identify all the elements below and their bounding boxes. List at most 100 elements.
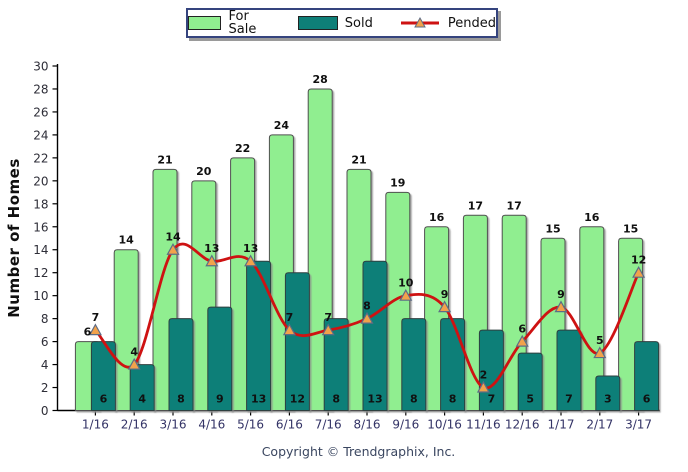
for-sale-value-label: 28 — [313, 73, 328, 86]
bar-for-sale — [579, 226, 605, 411]
pended-marker — [205, 254, 219, 267]
bar-sold — [401, 318, 427, 411]
sold-value-label: 7 — [488, 393, 496, 406]
legend-label-pended: Pended — [447, 15, 496, 31]
pended-value-label: 7 — [324, 311, 332, 324]
pended-marker — [593, 346, 607, 359]
x-tick-label: 1/17 — [548, 418, 575, 432]
x-tick-label: 11/16 — [466, 418, 501, 432]
bar-sold — [284, 272, 310, 411]
x-tick-label: 1/16 — [82, 418, 109, 432]
pended-value-label: 7 — [92, 311, 100, 324]
sold-swatch — [297, 16, 338, 30]
bar-sold — [517, 352, 543, 411]
y-tick-label: 30 — [33, 60, 48, 74]
y-tick-label: 2 — [41, 381, 49, 395]
for-sale-value-label: 15 — [623, 222, 638, 235]
for-sale-value-label: 20 — [196, 165, 212, 178]
x-tick-label: 2/16 — [121, 418, 148, 432]
for-sale-swatch — [188, 16, 222, 30]
for-sale-value-label: 15 — [545, 222, 560, 235]
x-tick-label: 8/16 — [354, 418, 381, 432]
pended-value-label: 8 — [363, 300, 371, 313]
x-tick-label: 3/16 — [160, 418, 187, 432]
y-tick-label: 8 — [41, 312, 49, 326]
y-axis-title: Number of Homes — [5, 158, 23, 318]
for-sale-value-label: 14 — [119, 234, 135, 247]
pended-marker — [554, 300, 568, 313]
sold-value-label: 8 — [332, 393, 340, 406]
x-tick-label: 3/17 — [625, 418, 652, 432]
y-tick-label: 22 — [33, 151, 48, 165]
sold-value-label: 6 — [100, 393, 108, 406]
pended-value-label: 10 — [398, 277, 414, 290]
sold-value-label: 13 — [367, 393, 382, 406]
pended-value-label: 2 — [480, 369, 488, 382]
y-tick-label: 10 — [33, 289, 48, 303]
for-sale-value-label: 24 — [274, 119, 290, 132]
pended-marker — [360, 311, 374, 324]
for-sale-value-label: 16 — [584, 211, 600, 224]
y-tick-label: 4 — [41, 358, 49, 372]
pended-value-label: 13 — [243, 242, 258, 255]
bar-sold — [246, 260, 272, 411]
pended-marker — [632, 265, 646, 278]
x-tick-label: 12/16 — [505, 418, 540, 432]
bar-sold — [207, 306, 233, 411]
pended-value-label: 7 — [286, 311, 294, 324]
sold-value-label: 12 — [290, 393, 305, 406]
pended-value-label: 14 — [165, 231, 181, 244]
pended-marker — [399, 288, 413, 301]
pended-marker — [127, 357, 141, 370]
pended-marker — [321, 323, 335, 336]
sold-value-label: 6 — [643, 393, 651, 406]
bar-sold — [90, 341, 116, 411]
for-sale-value-label: 19 — [390, 176, 405, 189]
pended-marker — [438, 300, 452, 313]
for-sale-value-label: 17 — [507, 199, 522, 212]
legend-item-sold: Sold — [297, 15, 373, 31]
bar-sold — [362, 260, 388, 411]
for-sale-value-label: 22 — [235, 142, 250, 155]
pended-marker — [476, 380, 490, 393]
y-tick-label: 28 — [33, 82, 48, 96]
sold-value-label: 8 — [449, 393, 457, 406]
legend-item-pended: Pended — [399, 16, 496, 30]
y-tick-label: 0 — [41, 404, 49, 418]
sold-value-label: 8 — [177, 393, 185, 406]
for-sale-value-label: 21 — [351, 153, 366, 166]
sold-value-label: 9 — [216, 393, 224, 406]
y-tick-label: 26 — [33, 105, 48, 119]
pended-marker — [166, 242, 180, 255]
sold-value-label: 8 — [410, 393, 418, 406]
x-tick-label: 2/17 — [586, 418, 613, 432]
legend: For Sale Sold Pended — [186, 8, 498, 38]
pended-value-label: 6 — [518, 323, 526, 336]
pended-marker — [244, 254, 258, 267]
pended-line-swatch — [399, 16, 441, 30]
legend-item-for-sale: For Sale — [188, 10, 272, 36]
pended-marker — [515, 334, 529, 347]
copyright-text: Copyright © Trendgraphix, Inc. — [261, 444, 456, 459]
bar-sold — [634, 341, 660, 411]
bar-sold — [168, 318, 194, 411]
for-sale-value-label: 16 — [429, 211, 445, 224]
pended-marker — [88, 323, 102, 336]
pended-value-label: 5 — [596, 334, 604, 347]
pended-value-label: 4 — [130, 346, 138, 359]
for-sale-value-label: 6 — [84, 326, 92, 339]
pended-value-label: 12 — [631, 254, 646, 267]
y-tick-label: 24 — [33, 128, 48, 142]
sold-value-label: 7 — [565, 393, 573, 406]
y-tick-label: 6 — [41, 335, 49, 349]
sold-value-label: 3 — [604, 393, 612, 406]
legend-label-sold: Sold — [344, 15, 373, 31]
y-tick-label: 18 — [33, 197, 48, 211]
x-tick-label: 4/16 — [198, 418, 225, 432]
x-tick-label: 5/16 — [237, 418, 264, 432]
pended-value-label: 9 — [441, 288, 449, 301]
x-tick-label: 6/16 — [276, 418, 303, 432]
x-tick-label: 9/16 — [392, 418, 419, 432]
